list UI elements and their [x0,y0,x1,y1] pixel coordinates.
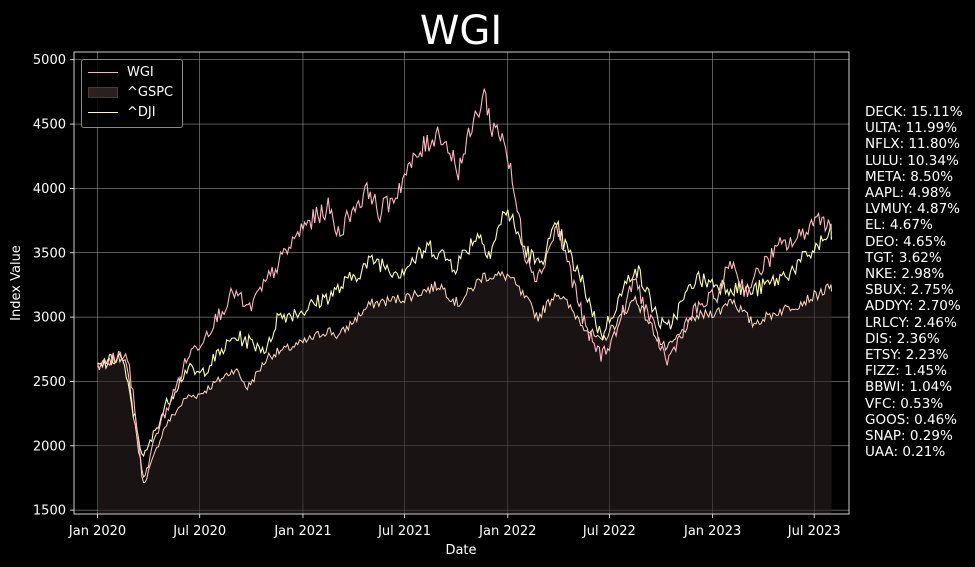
holding-weight: SNAP: 0.29% [865,428,953,445]
legend-label-wgi: WGI [127,64,154,80]
chart-title: WGI [420,8,502,54]
holding-weight: EL: 4.67% [865,217,933,234]
legend: WGI ^GSPC ^DJI [81,59,183,128]
holding-weight: FIZZ: 1.45% [865,363,947,380]
holding-weight: BBWI: 1.04% [865,379,953,396]
holding-weight: ADDYY: 2.70% [865,298,961,315]
holding-weight: LULU: 10.34% [865,152,959,169]
y-tick-label: 5000 [33,53,66,68]
holding-weight: DEO: 4.65% [865,233,947,250]
holding-weight: SBUX: 2.75% [865,282,954,299]
legend-swatch-dji [88,111,118,113]
holding-weight: ULTA: 11.99% [865,120,958,137]
legend-swatch-wgi [88,71,118,73]
series-area-gspc [97,271,832,514]
series-line-dji [97,209,833,458]
plot-frame [73,51,850,515]
legend-label-gspc: ^GSPC [127,84,174,100]
x-tick-label: Jul 2023 [787,524,841,539]
y-tick-label: 2500 [33,375,66,390]
y-tick-label: 3000 [33,311,66,326]
legend-swatch-gspc [88,86,118,98]
y-tick-label: 1500 [33,504,66,519]
holding-weight: UAA: 0.21% [865,444,946,461]
holding-weight: DIS: 2.36% [865,330,940,347]
holding-weight: VFC: 0.53% [865,395,944,412]
x-tick-label: Jul 2022 [582,524,636,539]
x-tick-label: Jan 2020 [68,524,126,539]
legend-item-gspc: ^GSPC [88,83,173,101]
y-tick-label: 4500 [33,118,66,133]
holding-weight: AAPL: 4.98% [865,185,952,202]
holding-weight: GOOS: 0.46% [865,411,958,428]
holding-weight: NKE: 2.98% [865,266,945,283]
x-tick-label: Jan 2021 [273,524,331,539]
holdings-weights-list: DECK: 15.11% ULTA: 11.99% NFLX: 11.80% LULU… [865,104,963,460]
axes: Jan 2020 Jul 2020 Jan 2021 Jul 2021 Jan 2022… [33,53,841,539]
holding-weight: ETSY: 2.23% [865,347,949,364]
x-tick-label: Jul 2020 [172,524,226,539]
holding-weight: NFLX: 11.80% [865,136,960,153]
series-layer [97,87,833,514]
legend-item-wgi: WGI [88,63,154,81]
holding-weight: META: 8.50% [865,168,954,185]
legend-item-dji: ^DJI [88,103,156,121]
x-tick-label: Jan 2022 [478,524,536,539]
x-tick-label: Jul 2021 [377,524,431,539]
y-axis-label: Index Value [9,245,24,321]
series-line-gspc [97,270,833,484]
x-axis-label: Date [445,543,476,558]
holding-weight: LVMUY: 4.87% [865,201,960,218]
legend-label-dji: ^DJI [127,104,156,120]
holding-weight: DECK: 15.11% [865,104,963,120]
x-tick-label: Jan 2023 [683,524,741,539]
y-tick-label: 4000 [33,182,66,197]
y-tick-label: 2000 [33,439,66,454]
holding-weight: LRLCY: 2.46% [865,314,957,331]
holding-weight: TGT: 3.62% [865,249,942,266]
y-tick-label: 3500 [33,246,66,261]
series-line-wgi [97,87,833,479]
